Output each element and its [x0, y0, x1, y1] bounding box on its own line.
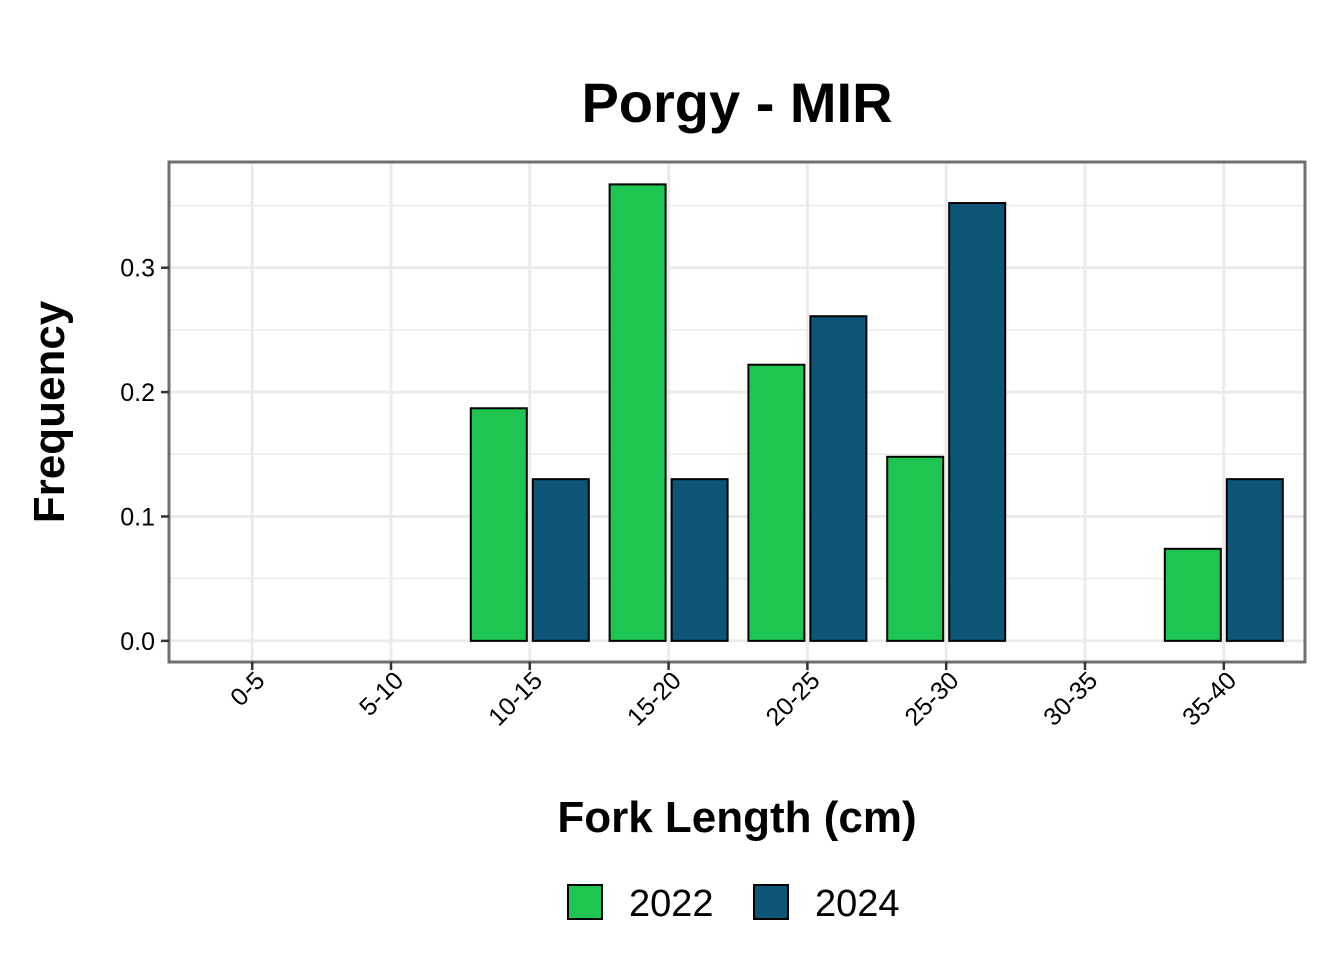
x-tick-label: 30-35 — [1038, 666, 1103, 731]
x-tick-label: 20-25 — [761, 666, 826, 731]
legend-key-2022 — [567, 884, 603, 920]
y-tick-label: 0.1 — [120, 503, 155, 531]
bar-2022-35-40 — [1163, 547, 1222, 642]
legend-key-2024 — [753, 884, 789, 920]
bar-2022-25-30 — [886, 455, 945, 642]
bar-2024-35-40 — [1225, 478, 1284, 642]
bar-2024-25-30 — [948, 202, 1007, 642]
x-tick-label: 0-5 — [225, 666, 270, 711]
bar-2022-10-15 — [469, 407, 528, 642]
chart-title: Porgy - MIR — [581, 71, 892, 134]
x-axis-title: Fork Length (cm) — [557, 793, 916, 842]
x-tick-label: 15-20 — [622, 666, 687, 731]
x-tick-label: 10-15 — [483, 666, 548, 731]
plot-panel — [169, 162, 1305, 662]
x-tick-label: 25-30 — [899, 666, 964, 731]
bars — [469, 183, 1284, 642]
y-axis: 0.0 0.1 0.2 0.3 — [120, 255, 169, 656]
bar-2024-20-25 — [809, 315, 868, 642]
bar-2022-20-25 — [747, 363, 806, 642]
bar-2024-15-20 — [670, 478, 729, 642]
legend-label-2022: 2022 — [629, 883, 714, 925]
plot-border — [167, 160, 1307, 664]
bar-2024-10-15 — [531, 478, 590, 642]
x-tick-label: 35-40 — [1177, 666, 1242, 731]
legend-label-2024: 2024 — [815, 883, 900, 925]
legend: 2022 2024 — [567, 883, 900, 925]
y-tick-label: 0.3 — [120, 255, 155, 283]
x-axis: 0-5 5-10 10-15 15-20 20-25 25-30 30-35 35-40 — [225, 662, 1242, 731]
y-tick-label: 0.2 — [120, 379, 155, 407]
x-tick-label: 5-10 — [354, 666, 409, 721]
bar-2022-15-20 — [608, 183, 667, 642]
grid — [169, 162, 1305, 662]
y-tick-label: 0.0 — [120, 628, 155, 656]
y-axis-title: Frequency — [25, 300, 74, 523]
